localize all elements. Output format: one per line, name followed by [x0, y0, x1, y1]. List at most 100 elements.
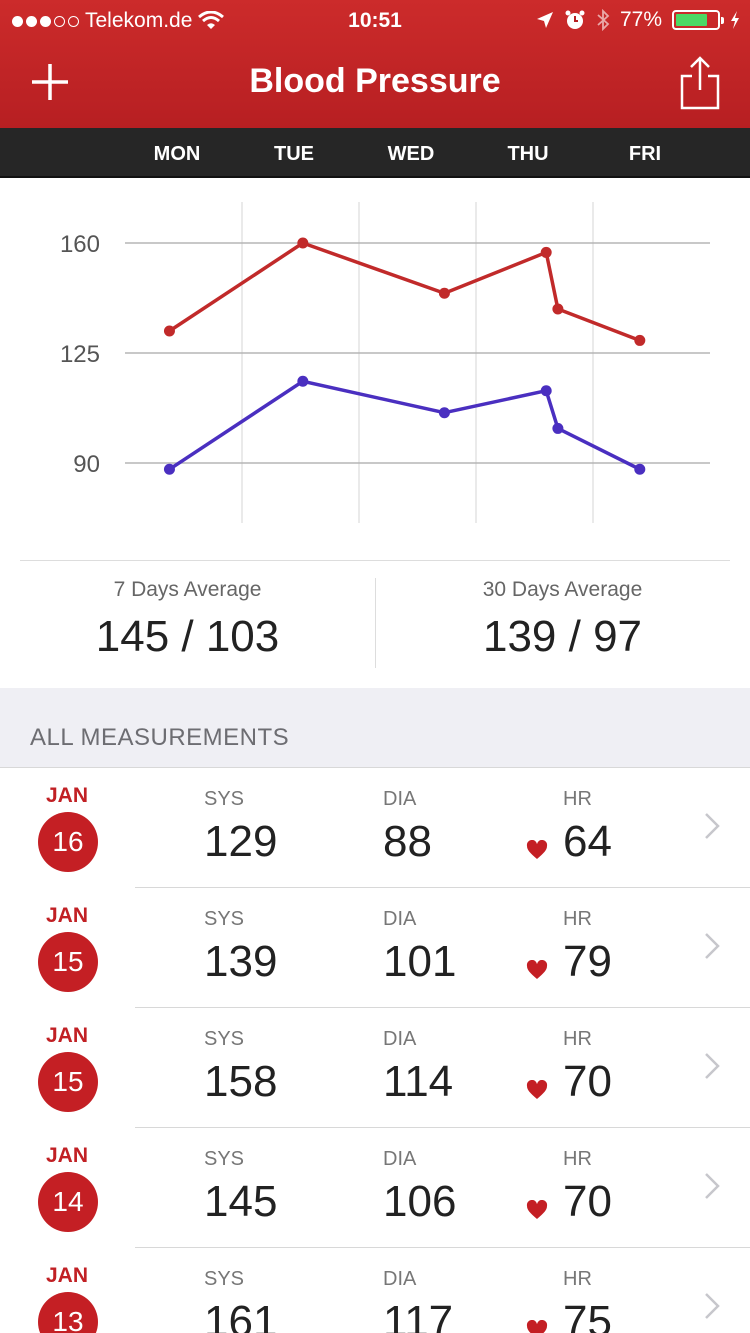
sys-column: SYS 161 — [204, 1268, 277, 1333]
chevron-right-icon — [705, 813, 720, 839]
date-day-badge: 15 — [38, 932, 98, 992]
dia-value: 114 — [383, 1057, 454, 1106]
blood-pressure-chart: 160 125 90 — [60, 202, 710, 523]
status-bar: Telekom.de 10:51 77% — [0, 0, 750, 40]
measurement-list: JAN 16 SYS 129 DIA 88 HR 64 JAN 15 SYS 1… — [0, 768, 750, 1333]
row-divider — [135, 1127, 750, 1128]
battery-percent: 77% — [619, 8, 662, 31]
chart-y-tick-label: 125 — [60, 341, 100, 368]
dia-label: DIA — [383, 788, 417, 810]
alarm-clock-icon — [565, 10, 585, 29]
clock: 10:51 — [348, 9, 402, 32]
dia-column: DIA 101 — [383, 908, 456, 987]
seven-day-average: 7 Days Average 145 / 103 — [0, 578, 375, 662]
dia-column: DIA 117 — [383, 1268, 453, 1333]
section-header: ALL MEASUREMENTS — [0, 688, 750, 768]
date-day-badge: 14 — [38, 1172, 98, 1232]
dia-column: DIA 88 — [383, 788, 432, 867]
heart-icon — [526, 1320, 548, 1333]
chevron-right-icon — [705, 933, 720, 959]
share-icon[interactable] — [678, 54, 722, 110]
chevron-right-icon — [705, 1173, 720, 1199]
hr-value: 79 — [563, 937, 612, 986]
diastolic-point — [552, 422, 564, 434]
hr-value: 75 — [563, 1297, 612, 1333]
divider — [20, 560, 730, 561]
dia-label: DIA — [383, 1148, 417, 1170]
date-day-badge: 15 — [38, 1052, 98, 1112]
systolic-point — [540, 246, 552, 258]
navigation-bar: Blood Pressure — [0, 40, 750, 128]
measurement-row[interactable]: JAN 16 SYS 129 DIA 88 HR 64 — [0, 768, 750, 888]
plus-icon[interactable] — [28, 60, 72, 104]
hr-value: 70 — [563, 1057, 612, 1106]
row-divider — [135, 1247, 750, 1248]
status-right-group: 77% — [536, 8, 740, 32]
hr-column: HR 75 — [563, 1268, 612, 1333]
sys-label: SYS — [204, 1148, 245, 1170]
tab-thu[interactable]: THU — [507, 143, 549, 165]
sys-label: SYS — [204, 1268, 245, 1290]
thirty-day-average-label: 30 Days Average — [482, 578, 643, 601]
dia-value: 117 — [383, 1297, 454, 1333]
dia-column: DIA 106 — [383, 1148, 456, 1227]
measurement-row[interactable]: JAN 13 SYS 161 DIA 117 HR 75 — [0, 1248, 750, 1333]
hr-label: HR — [563, 1268, 592, 1290]
sys-label: SYS — [204, 1028, 245, 1050]
carrier-group: Telekom.de — [12, 9, 225, 33]
date-month: JAN — [45, 904, 88, 927]
signal-strength-icon — [12, 15, 79, 27]
location-arrow-icon — [536, 12, 553, 28]
heart-icon — [526, 960, 548, 979]
sys-label: SYS — [204, 908, 245, 930]
systolic-point — [634, 334, 646, 346]
chevron-right-icon — [705, 1293, 720, 1319]
heart-icon — [526, 1200, 548, 1219]
measurement-row[interactable]: JAN 14 SYS 145 DIA 106 HR 70 — [0, 1128, 750, 1248]
date-month: JAN — [45, 1024, 88, 1047]
chart-y-tick-label: 90 — [73, 451, 100, 478]
tab-wed[interactable]: WED — [387, 143, 435, 165]
date-month: JAN — [45, 1264, 88, 1287]
measurement-row[interactable]: JAN 15 SYS 158 DIA 114 HR 70 — [0, 1008, 750, 1128]
hr-column: HR 70 — [563, 1028, 612, 1107]
diastolic-point — [634, 463, 646, 475]
diastolic-point — [297, 375, 309, 387]
systolic-point — [297, 237, 309, 249]
date-month: JAN — [45, 784, 88, 807]
heart-icon — [526, 840, 548, 859]
date-day-badge: 13 — [38, 1292, 98, 1333]
row-divider — [135, 887, 750, 888]
chevron-right-icon — [705, 1053, 720, 1079]
sys-column: SYS 139 — [204, 908, 277, 987]
bluetooth-icon — [597, 9, 610, 31]
thirty-day-average-value: 139 / 97 — [482, 612, 643, 661]
seven-day-average-label: 7 Days Average — [113, 578, 262, 601]
hr-label: HR — [563, 1028, 592, 1050]
hr-column: HR 79 — [563, 908, 612, 987]
page-title: Blood Pressure — [249, 62, 501, 100]
heart-icon — [526, 1080, 548, 1099]
sys-value: 129 — [204, 817, 278, 866]
measurement-row[interactable]: JAN 15 SYS 139 DIA 101 HR 79 — [0, 888, 750, 1008]
hr-value: 70 — [563, 1177, 612, 1226]
day-tabs: MON TUE WED THU FRI — [0, 128, 750, 178]
systolic-line — [168, 241, 641, 343]
hr-column: HR 64 — [563, 788, 612, 867]
tab-fri[interactable]: FRI — [628, 143, 662, 165]
sys-value: 158 — [204, 1057, 278, 1106]
divider — [375, 578, 376, 668]
header-bar: Telekom.de 10:51 77% — [0, 0, 750, 128]
tab-tue[interactable]: TUE — [274, 143, 314, 165]
hr-value: 64 — [563, 817, 612, 866]
dia-label: DIA — [383, 1028, 417, 1050]
tab-mon[interactable]: MON — [153, 143, 201, 165]
hr-label: HR — [563, 1148, 592, 1170]
carrier-name: Telekom.de — [85, 9, 193, 32]
dia-value: 106 — [383, 1177, 457, 1226]
section-title: ALL MEASUREMENTS — [30, 724, 290, 751]
diastolic-point — [540, 385, 552, 397]
hr-label: HR — [563, 788, 592, 810]
dia-label: DIA — [383, 1268, 417, 1290]
charging-bolt-icon — [731, 11, 739, 29]
